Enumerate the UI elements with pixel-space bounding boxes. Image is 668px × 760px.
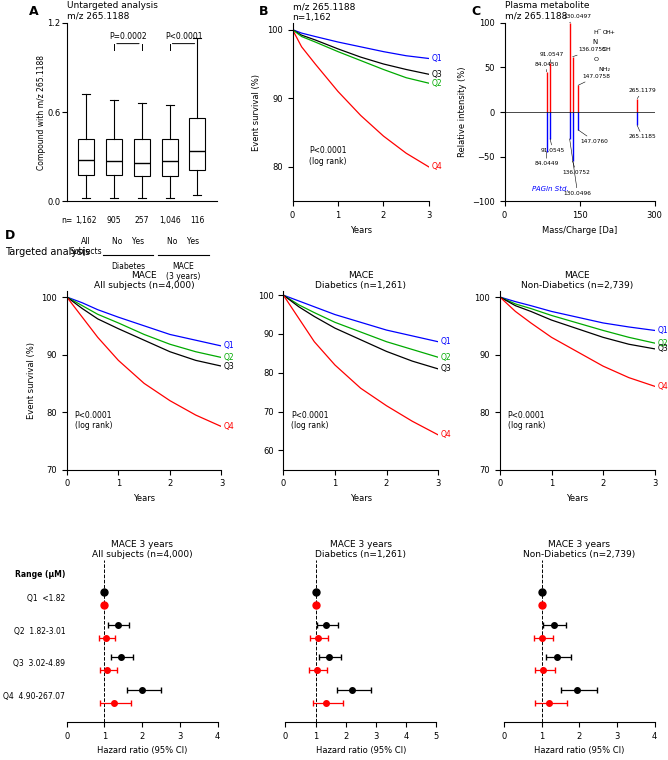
Text: PAGln Std.: PAGln Std. [532, 185, 569, 192]
PathPatch shape [162, 139, 178, 176]
Y-axis label: Relative intensity (%): Relative intensity (%) [458, 67, 466, 157]
Text: 136.0752: 136.0752 [562, 161, 590, 175]
Y-axis label: Event survival (%): Event survival (%) [27, 342, 36, 419]
X-axis label: Years: Years [566, 494, 589, 503]
Title: MACE 3 years
Diabetics (n=1,261): MACE 3 years Diabetics (n=1,261) [315, 540, 406, 559]
Text: P<0.0001: P<0.0001 [165, 32, 202, 40]
Text: Q2: Q2 [657, 339, 668, 347]
Text: B: B [259, 5, 268, 18]
Text: P<0.0001
(log rank): P<0.0001 (log rank) [508, 411, 545, 430]
Title: MACE 3 years
Non-Diabetics (n=2,739): MACE 3 years Non-Diabetics (n=2,739) [523, 540, 635, 559]
Text: Q4: Q4 [224, 422, 235, 431]
Text: Q2: Q2 [441, 353, 452, 362]
Text: Q4: Q4 [441, 430, 452, 439]
Text: 136.0755: 136.0755 [572, 47, 607, 57]
Text: No    Yes: No Yes [168, 237, 200, 246]
Text: Q2: Q2 [432, 79, 442, 87]
PathPatch shape [134, 139, 150, 176]
Text: 84.0450: 84.0450 [534, 62, 559, 72]
Text: Range (μM): Range (μM) [15, 570, 65, 579]
X-axis label: Hazard ratio (95% CI): Hazard ratio (95% CI) [534, 746, 625, 755]
Text: Q1: Q1 [441, 337, 452, 347]
Text: O: O [594, 57, 599, 62]
Text: D: D [5, 229, 15, 242]
Text: Q3  3.02-4.89: Q3 3.02-4.89 [13, 659, 65, 668]
PathPatch shape [78, 139, 94, 175]
Text: Q3: Q3 [441, 364, 452, 373]
Text: Q3: Q3 [224, 362, 235, 371]
Text: Q3: Q3 [657, 344, 668, 353]
Legend: unadjusted, adjusted: unadjusted, adjusted [324, 560, 395, 588]
Text: Q1: Q1 [432, 54, 442, 63]
Text: 1,162: 1,162 [75, 216, 97, 224]
Text: 91.0545: 91.0545 [540, 139, 565, 153]
Text: 905: 905 [107, 216, 122, 224]
Text: 130.0496: 130.0496 [564, 139, 591, 195]
Text: P=0.0002: P=0.0002 [109, 32, 147, 40]
Text: Q4: Q4 [657, 382, 668, 391]
X-axis label: Hazard ratio (95% CI): Hazard ratio (95% CI) [315, 746, 406, 755]
Text: Plasma metabolite
m/z 265.1188: Plasma metabolite m/z 265.1188 [504, 2, 589, 21]
Text: P<0.0001
(log rank): P<0.0001 (log rank) [75, 411, 112, 430]
Text: 84.0449: 84.0449 [534, 152, 559, 166]
Text: MACE
m/z 265.1188
n=1,162: MACE m/z 265.1188 n=1,162 [293, 0, 355, 22]
PathPatch shape [189, 118, 206, 170]
Text: OH: OH [602, 47, 611, 52]
Text: All
Subjects: All Subjects [70, 237, 103, 256]
Text: Q4  4.90-267.07: Q4 4.90-267.07 [3, 692, 65, 701]
Text: Q2: Q2 [224, 353, 234, 362]
Text: P<0.0001
(log rank): P<0.0001 (log rank) [309, 146, 347, 166]
Text: 265.1179: 265.1179 [629, 88, 657, 99]
Title: MACE 3 years
All subjects (n=4,000): MACE 3 years All subjects (n=4,000) [92, 540, 192, 559]
Text: Q3: Q3 [432, 70, 442, 79]
Title: MACE
Non-Diabetics (n=2,739): MACE Non-Diabetics (n=2,739) [521, 271, 633, 290]
Text: 147.0758: 147.0758 [578, 74, 610, 85]
Text: Q1  <1.82: Q1 <1.82 [27, 594, 65, 603]
Text: Q2  1.82-3.01: Q2 1.82-3.01 [13, 627, 65, 635]
PathPatch shape [106, 139, 122, 175]
Text: 257: 257 [134, 216, 149, 224]
Text: H+: H+ [606, 30, 616, 34]
Text: 116: 116 [190, 216, 204, 224]
Text: A: A [29, 5, 39, 18]
X-axis label: Hazard ratio (95% CI): Hazard ratio (95% CI) [97, 746, 187, 755]
X-axis label: Years: Years [349, 226, 372, 235]
X-axis label: Years: Years [133, 494, 155, 503]
Text: 265.1185: 265.1185 [629, 125, 657, 139]
X-axis label: Mass/Charge [Da]: Mass/Charge [Da] [542, 226, 617, 235]
Text: 91.0547: 91.0547 [540, 52, 564, 63]
Text: 1,046: 1,046 [159, 216, 180, 224]
Title: MACE
Diabetics (n=1,261): MACE Diabetics (n=1,261) [315, 271, 406, 290]
Text: 147.0760: 147.0760 [578, 130, 609, 144]
Text: MACE
(3 years): MACE (3 years) [166, 262, 200, 281]
Y-axis label: Event survival (%): Event survival (%) [253, 74, 261, 150]
Text: Untargeted analysis
m/z 265.1188: Untargeted analysis m/z 265.1188 [67, 2, 158, 21]
Text: P<0.0001
(log rank): P<0.0001 (log rank) [291, 411, 329, 430]
Y-axis label: Compound with m/z 265.1188: Compound with m/z 265.1188 [37, 55, 46, 169]
Text: No    Yes: No Yes [112, 237, 144, 246]
Text: Diabetes: Diabetes [111, 262, 145, 271]
Text: NH₂: NH₂ [599, 67, 611, 72]
Text: 130.0497: 130.0497 [564, 14, 592, 23]
Text: n=: n= [61, 216, 72, 224]
X-axis label: Years: Years [349, 494, 372, 503]
Text: Q4: Q4 [432, 163, 442, 172]
Text: N: N [592, 40, 597, 45]
Title: MACE
All subjects (n=4,000): MACE All subjects (n=4,000) [94, 271, 194, 290]
Text: Q1: Q1 [657, 326, 668, 335]
Text: H  O: H O [594, 30, 607, 34]
Text: C: C [472, 5, 481, 18]
Text: Q1: Q1 [224, 341, 234, 350]
Text: Targeted analysis: Targeted analysis [5, 247, 90, 257]
